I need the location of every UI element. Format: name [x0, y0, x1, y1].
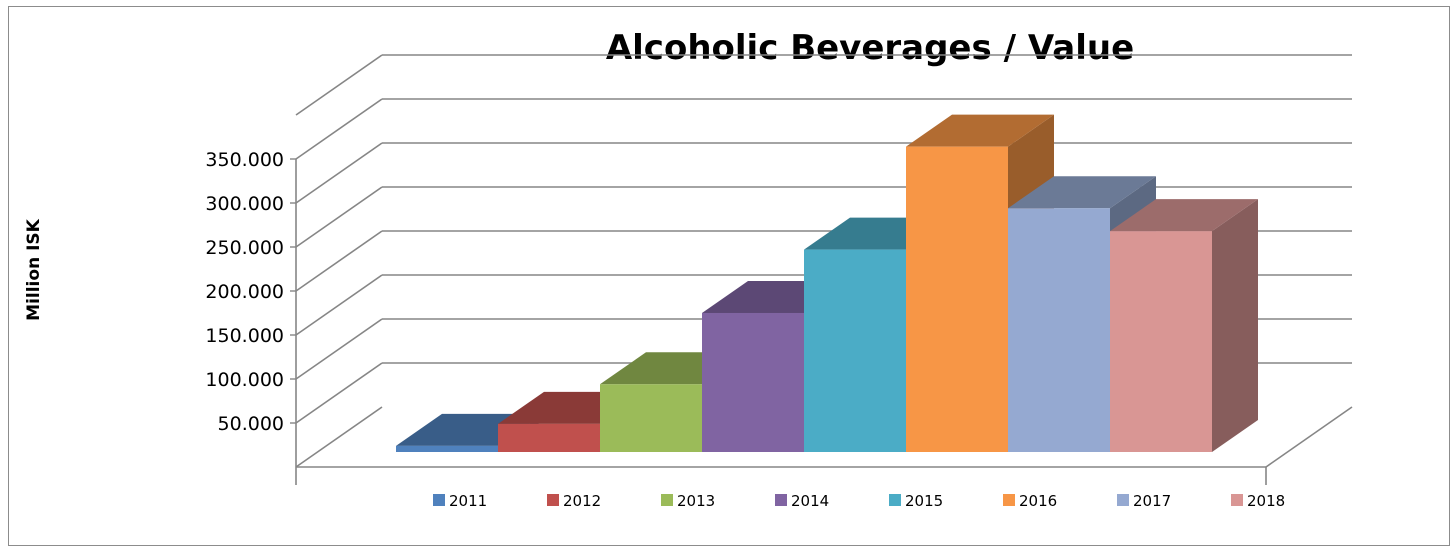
legend-swatch — [433, 494, 445, 506]
y-tick-label: 250.000 — [205, 237, 284, 259]
legend-item-2016: 2016 — [1003, 492, 1057, 510]
chart-bars — [396, 114, 1258, 453]
legend-label: 2013 — [677, 492, 715, 510]
chart-title: Alcoholic Beverages / Value — [605, 28, 1135, 68]
legend-swatch — [547, 494, 559, 506]
bar-top-face — [1110, 199, 1258, 232]
gridline-side — [295, 142, 383, 204]
bar-front-face — [804, 249, 906, 452]
gridline-side — [295, 54, 383, 116]
gridline-side — [295, 230, 383, 292]
y-tick-label: 100.000 — [205, 369, 284, 391]
legend-swatch — [661, 494, 673, 506]
y-tick-label: 150.000 — [205, 325, 284, 347]
gridline-side — [295, 98, 383, 160]
floor-right-edge — [1265, 406, 1353, 468]
gridline-side — [295, 362, 383, 424]
bar-front-face — [1008, 208, 1110, 452]
y-axis-ticks: 50.000 100.000 150.000 200.000 250.000 300.00… — [205, 149, 296, 435]
bar-front-face — [396, 445, 498, 452]
chart-walls — [295, 159, 1353, 485]
legend-swatch — [1117, 494, 1129, 506]
bar-front-face — [702, 312, 804, 452]
bar-front-face — [906, 146, 1008, 452]
gridline-side — [295, 406, 383, 468]
legend-label: 2015 — [905, 492, 943, 510]
legend-swatch — [889, 494, 901, 506]
gridline-side — [295, 274, 383, 336]
legend-item-2014: 2014 — [775, 492, 829, 510]
legend-item-2018: 2018 — [1231, 492, 1285, 510]
legend-label: 2017 — [1133, 492, 1171, 510]
y-tick-label: 300.000 — [205, 193, 284, 215]
bar-side-face — [1212, 199, 1258, 452]
bar-front-face — [600, 384, 702, 452]
y-tick-label: 200.000 — [205, 281, 284, 303]
chart-plot-area: 50.000 100.000 150.000 200.000 250.000 300.00… — [205, 54, 1353, 510]
legend-swatch — [1003, 494, 1015, 506]
legend-item-2012: 2012 — [547, 492, 601, 510]
bar-top-face — [1008, 176, 1156, 209]
legend-item-2013: 2013 — [661, 492, 715, 510]
y-tick-label: 350.000 — [205, 149, 284, 171]
chart-legend: 2011 2012 2013 2014 2015 2016 2017 2018 — [433, 492, 1285, 510]
legend-item-2015: 2015 — [889, 492, 943, 510]
bar-front-face — [498, 423, 600, 452]
legend-label: 2016 — [1019, 492, 1057, 510]
legend-label: 2011 — [449, 492, 487, 510]
legend-item-2011: 2011 — [433, 492, 487, 510]
bar-2018 — [1110, 199, 1258, 452]
bar-front-face — [1110, 231, 1212, 452]
legend-swatch — [1231, 494, 1243, 506]
legend-item-2017: 2017 — [1117, 492, 1171, 510]
gridline-side — [295, 186, 383, 248]
gridline-side — [295, 318, 383, 380]
y-tick-label: 50.000 — [218, 413, 284, 435]
legend-label: 2012 — [563, 492, 601, 510]
legend-swatch — [775, 494, 787, 506]
bar-top-face — [906, 114, 1054, 147]
legend-label: 2018 — [1247, 492, 1285, 510]
legend-label: 2014 — [791, 492, 829, 510]
